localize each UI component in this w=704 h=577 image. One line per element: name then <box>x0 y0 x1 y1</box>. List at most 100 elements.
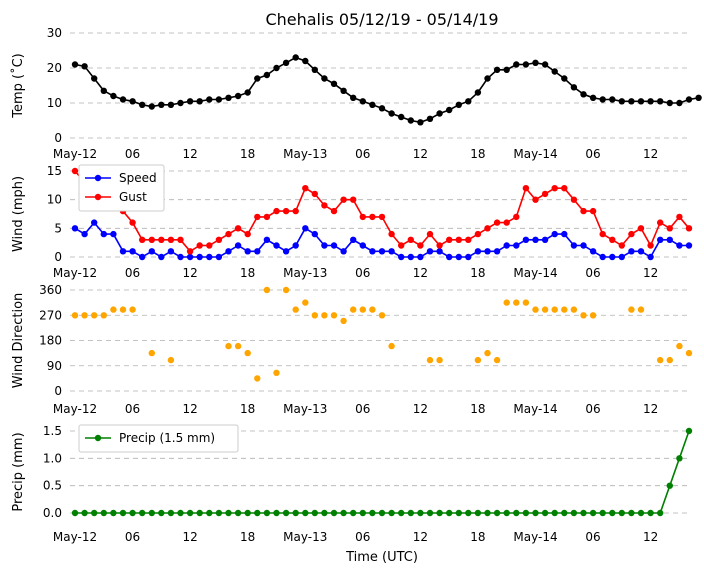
data-point <box>321 509 328 517</box>
data-point <box>541 61 549 68</box>
data-point <box>254 75 261 82</box>
chart-title: Chehalis 05/12/19 - 05/14/19 <box>265 10 498 29</box>
x-tick-label: 18 <box>240 402 255 416</box>
data-point <box>378 105 386 112</box>
data-point <box>302 509 309 517</box>
data-point <box>139 253 146 261</box>
data-point <box>302 57 309 65</box>
y-tick-label: 90 <box>47 359 62 373</box>
data-point <box>628 230 635 238</box>
data-point <box>321 242 328 249</box>
series-line <box>74 169 690 253</box>
x-tick-label: 06 <box>125 530 140 544</box>
data-point <box>493 356 501 364</box>
data-point <box>666 225 673 232</box>
data-point <box>311 509 318 517</box>
data-point <box>417 509 424 517</box>
data-point <box>522 185 530 192</box>
data-point <box>350 306 357 313</box>
x-tick-label: 18 <box>470 530 485 544</box>
data-point <box>657 219 664 226</box>
data-point <box>455 253 462 261</box>
data-point <box>666 236 673 243</box>
data-point <box>71 312 79 319</box>
data-point <box>244 248 251 255</box>
data-point <box>465 509 472 517</box>
data-point <box>532 196 539 203</box>
data-point <box>589 312 597 319</box>
data-point <box>522 509 530 517</box>
data-point <box>599 230 606 238</box>
data-point <box>177 253 184 261</box>
data-point <box>589 94 597 102</box>
data-point <box>666 99 673 107</box>
data-point <box>484 225 491 232</box>
x-tick-label: 12 <box>413 530 428 544</box>
data-point <box>599 96 606 103</box>
y-tick-label: 270 <box>39 308 62 322</box>
data-point <box>532 509 539 517</box>
data-point <box>129 248 136 255</box>
data-point <box>484 349 491 357</box>
data-point <box>474 248 482 255</box>
data-point <box>388 230 395 238</box>
data-point <box>350 94 357 102</box>
data-point <box>676 213 683 221</box>
data-point <box>244 509 251 517</box>
data-point <box>350 509 357 517</box>
x-tick-label: May-13 <box>283 402 327 416</box>
data-point <box>455 509 462 517</box>
data-point <box>186 253 194 261</box>
data-point <box>71 509 79 517</box>
data-point <box>139 236 146 243</box>
x-tick-label: May-12 <box>53 530 97 544</box>
x-tick-label: 06 <box>355 530 370 544</box>
data-point <box>378 248 386 255</box>
x-tick-label: 12 <box>643 402 658 416</box>
data-point <box>685 225 693 232</box>
data-point <box>282 248 290 255</box>
data-point <box>167 356 175 364</box>
y-tick-label: 1.5 <box>43 424 62 438</box>
y-axis-label: Precip (mm) <box>11 432 26 511</box>
data-point <box>273 207 280 215</box>
data-point <box>446 236 453 243</box>
data-point <box>254 213 261 221</box>
data-point <box>657 356 664 364</box>
data-point <box>541 236 549 243</box>
data-point <box>273 369 280 376</box>
data-point <box>100 509 108 517</box>
data-point <box>637 225 645 232</box>
data-point <box>570 306 578 313</box>
data-point <box>263 71 271 79</box>
data-point <box>369 101 376 109</box>
data-point <box>609 253 616 261</box>
data-point <box>609 96 616 103</box>
data-point <box>637 248 645 255</box>
x-tick-label: 06 <box>355 147 370 161</box>
data-point <box>426 248 434 255</box>
data-point <box>196 509 203 517</box>
data-point <box>685 96 693 103</box>
data-point <box>551 306 558 313</box>
data-point <box>206 96 213 103</box>
data-point <box>637 306 645 313</box>
data-point <box>340 248 347 255</box>
data-point <box>455 236 462 243</box>
data-point <box>148 103 155 110</box>
data-point <box>398 242 405 249</box>
data-point <box>493 248 501 255</box>
data-point <box>503 509 510 517</box>
data-point <box>110 92 117 100</box>
data-point <box>100 230 108 238</box>
data-point <box>177 99 184 107</box>
data-point <box>148 248 155 255</box>
data-point <box>513 299 520 306</box>
x-tick-label: 12 <box>413 147 428 161</box>
data-point <box>417 119 424 126</box>
data-point <box>215 236 223 243</box>
data-point <box>71 225 79 232</box>
data-point <box>302 185 309 192</box>
x-tick-label: 06 <box>125 402 140 416</box>
